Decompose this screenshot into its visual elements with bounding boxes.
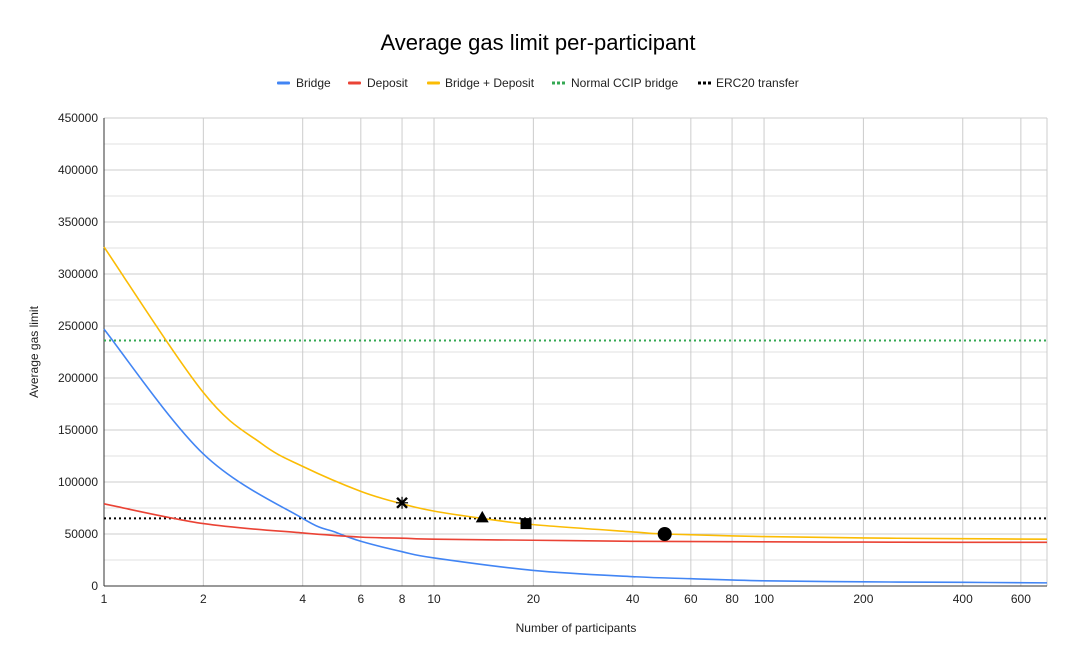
legend-item: ERC20 transfer: [698, 76, 799, 90]
y-tick-label: 250000: [58, 319, 98, 333]
legend-item: Normal CCIP bridge: [552, 76, 678, 90]
x-tick-label: 1: [101, 592, 108, 606]
series-lines: [103, 246, 1048, 584]
y-tick-label: 0: [91, 579, 98, 593]
series-line-bridge: [103, 328, 1048, 584]
x-tick-label: 20: [527, 592, 541, 606]
x-tick-label: 400: [953, 592, 973, 606]
legend: Bridge Deposit Bridge + Deposit Normal CCIP…: [277, 76, 799, 90]
x-tick-label: 2: [200, 592, 207, 606]
x-tick-label: 8: [399, 592, 406, 606]
y-tick-label: 350000: [58, 215, 98, 229]
legend-swatch-dot: [552, 81, 555, 85]
grid: [103, 117, 1048, 587]
x-tick-label: 100: [754, 592, 774, 606]
legend-swatch: [348, 81, 361, 85]
circle-marker: [657, 527, 672, 541]
x-tick-label: 40: [626, 592, 640, 606]
legend-label: Deposit: [367, 76, 408, 90]
legend-swatch-dot: [703, 81, 706, 85]
legend-swatch-dot: [698, 81, 701, 85]
y-tick-label: 150000: [58, 423, 98, 437]
legend-label: Bridge: [296, 76, 331, 90]
y-tick-label: 300000: [58, 267, 98, 281]
x-tick-label: 10: [427, 592, 441, 606]
x-tick-label: 4: [299, 592, 306, 606]
legend-item: Bridge + Deposit: [427, 76, 535, 90]
legend-swatch: [427, 81, 440, 85]
legend-swatch-dot: [708, 81, 711, 85]
square-marker: [520, 518, 532, 530]
y-axis-label: Average gas limit: [27, 305, 41, 397]
series-line-deposit: [103, 503, 1048, 544]
x-tick-label: 600: [1011, 592, 1031, 606]
x-axis-ticks: 1 2 4 6 8 10 20 40 60 80 100 200 400 600: [101, 592, 1032, 606]
legend-swatch-dot: [557, 81, 560, 85]
legend-label: ERC20 transfer: [716, 76, 799, 90]
x-axis-label: Number of participants: [516, 621, 637, 635]
x-star-marker: [396, 496, 409, 509]
legend-swatch-dot: [562, 81, 565, 85]
y-tick-label: 200000: [58, 371, 98, 385]
legend-label: Bridge + Deposit: [445, 76, 535, 90]
x-tick-label: 200: [853, 592, 873, 606]
chart-title: Average gas limit per-participant: [380, 30, 695, 55]
series-line-bridge-deposit: [103, 246, 1048, 540]
legend-item: Deposit: [348, 76, 408, 90]
y-axis-ticks: 0 50000 100000 150000 200000 250000 300000 3500…: [58, 111, 98, 593]
y-tick-label: 450000: [58, 111, 98, 125]
y-tick-label: 50000: [65, 527, 99, 541]
legend-label: Normal CCIP bridge: [571, 76, 678, 90]
y-tick-label: 400000: [58, 163, 98, 177]
x-tick-label: 60: [684, 592, 698, 606]
annotation-markers: [396, 496, 672, 541]
x-tick-label: 6: [357, 592, 364, 606]
x-tick-label: 80: [725, 592, 739, 606]
legend-item: Bridge: [277, 76, 331, 90]
triangle-marker: [475, 510, 489, 523]
y-tick-label: 100000: [58, 475, 98, 489]
legend-swatch: [277, 81, 290, 85]
